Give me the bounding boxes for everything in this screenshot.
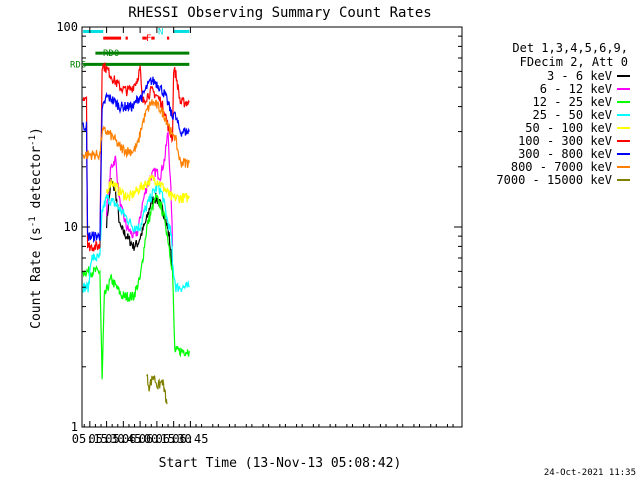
flag-label-n: N [158,27,163,37]
x-tick-label-2: 05:45 [105,432,141,446]
y-axis-label-main: Count Rate (s [29,227,44,329]
y-tick-label-2: 100 [56,20,78,34]
legend-label-0: 3 - 6 keV [547,69,612,83]
series-line-6 [82,76,190,244]
series-line-8 [146,374,168,405]
y-axis-label-tail: detector [29,146,44,217]
series-line-3 [82,182,190,293]
y-axis-label-sup2: -1 [28,135,38,146]
legend-header-line-2: FDecim 2, Att 0 [520,55,628,69]
y-tick-label-1: 10 [64,220,78,234]
legend-label-6: 300 - 800 keV [518,147,612,161]
y-axis-label-sup: -1 [28,216,38,227]
flags-layer: NFRD0RD6 [70,27,190,70]
series-layer [82,62,190,405]
legend-label-7: 800 - 7000 keV [511,160,612,174]
legend-label-2: 12 - 25 keV [533,95,612,109]
x-tick-label-4: 06:15 [139,432,175,446]
x-tick-label-1: 05:30 [89,432,125,446]
flag-label-rd6: RD6 [70,60,86,70]
y-axis-label-close: ) [29,127,44,135]
x-tick-label-6: 06:45 [172,432,208,446]
legend-label-4: 50 - 100 keV [525,121,612,135]
legend-header-line-1: Det 1,3,4,5,6,9, [512,41,628,55]
legend-label-5: 100 - 300 keV [518,134,612,148]
y-axis-label: Count Rate (s-1 detector-1) [28,127,44,329]
legend-label-1: 6 - 12 keV [540,82,612,96]
legend-label-3: 25 - 50 keV [533,108,612,122]
series-line-4 [106,173,190,204]
footer-date: 24-Oct-2021 11:35 [544,468,636,478]
y-tick-label-0: 1 [71,420,78,434]
chart-title: RHESSI Observing Summary Count Rates [128,5,431,21]
x-tick-label-0: 05:15 [72,432,108,446]
legend-label-8: 7000 - 15000 keV [496,173,612,187]
x-tick-label-3: 06:00 [122,432,158,446]
x-axis-label: Start Time (13-Nov-13 05:08:42) [159,456,402,471]
legend: Det 1,3,4,5,6,9, FDecim 2, Att 0 3 - 6 k… [496,41,630,187]
x-tick-label-5: 06:30 [156,432,192,446]
series-line-2 [82,193,190,380]
flag-label-f: F [146,34,151,44]
series-line-7 [82,99,190,168]
